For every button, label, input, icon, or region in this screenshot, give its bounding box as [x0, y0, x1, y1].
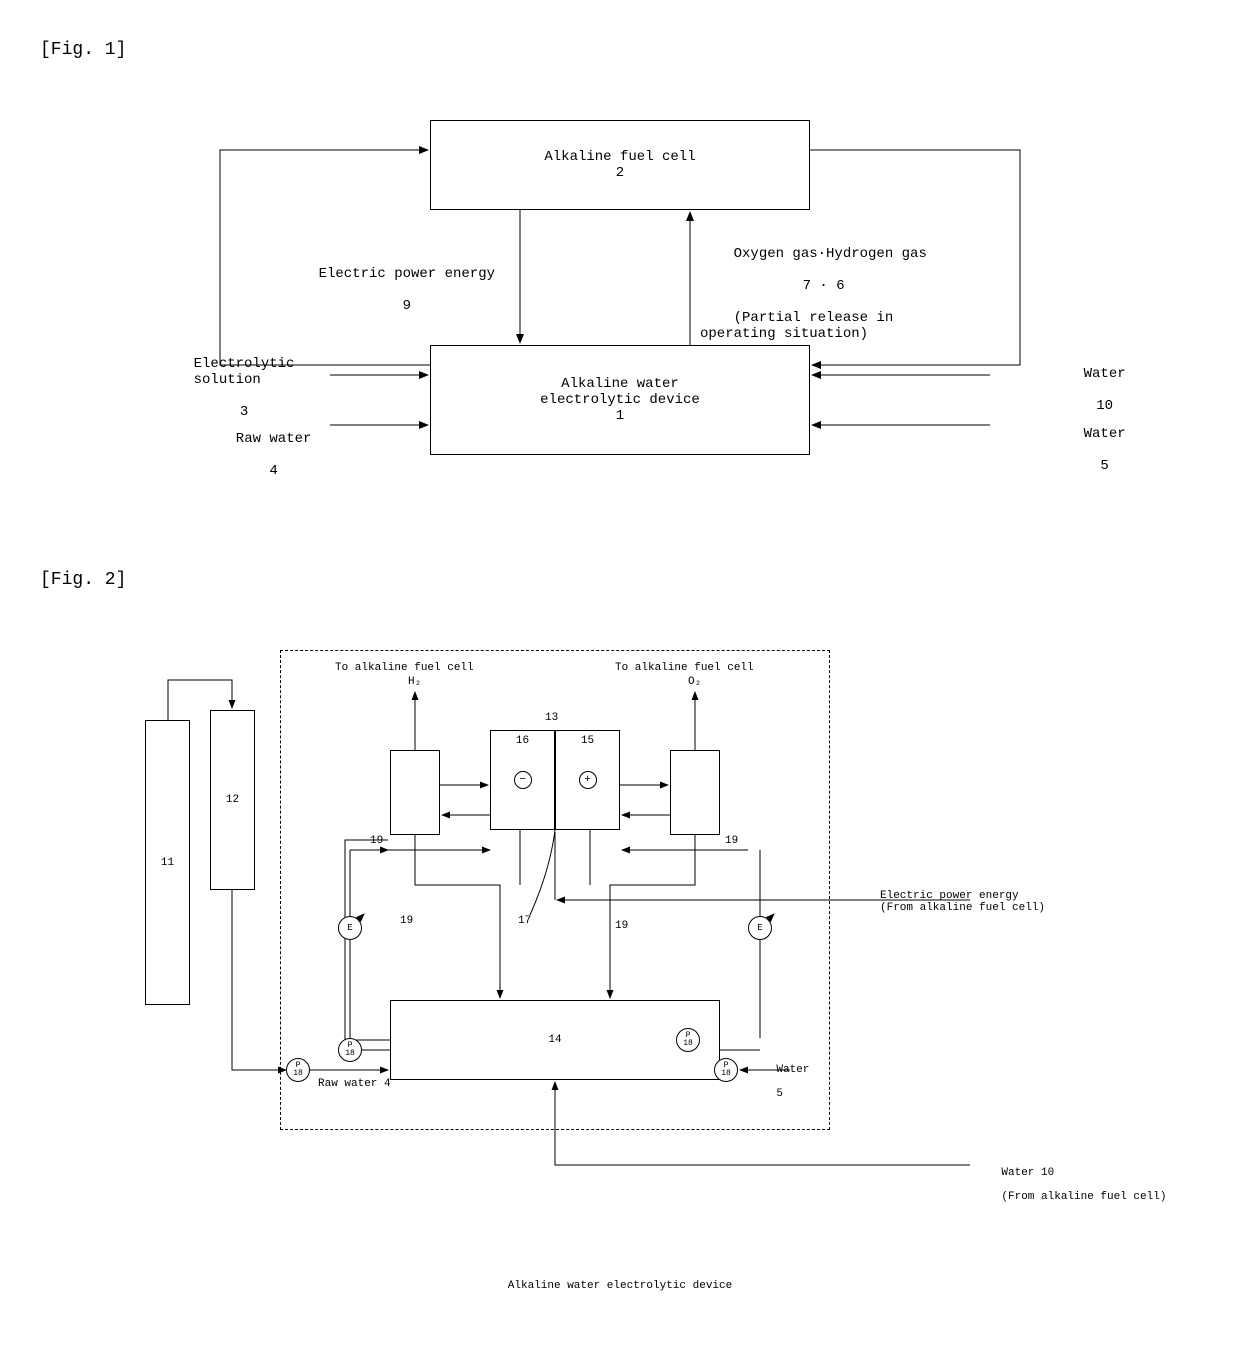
- water-5-label: Water 5: [750, 1052, 809, 1112]
- fig2-caption: Alkaline water electrolytic device: [40, 1280, 1200, 1292]
- electric-power-text: Electric power energy: [319, 266, 495, 282]
- fig2-label: [Fig. 2]: [40, 570, 1200, 590]
- electric-power-num: 9: [403, 298, 411, 314]
- oxy-hyd-note: (Partial release in operating situation): [700, 310, 893, 342]
- water-10-label: Water 10 (From alkaline fuel cell): [975, 1155, 1166, 1215]
- tank-14: 14: [390, 1000, 720, 1080]
- cell15-num: 15: [581, 735, 594, 747]
- elec-sol-text: Electrolytic solution: [194, 356, 295, 388]
- diaphragm-17: 17: [518, 915, 531, 927]
- pump-bottom-left: P 18: [286, 1058, 310, 1082]
- electrolytic-box: Alkaline water electrolytic device 1: [430, 345, 810, 455]
- fig2-diagram: 11 12 16 − 15 + 13 17 14 P 18 P 18 P 18 …: [70, 620, 1170, 1200]
- cell-13-label: 13: [545, 712, 558, 724]
- tank14-label: 14: [548, 1034, 561, 1046]
- pipe19-4: 19: [615, 920, 628, 932]
- separator-right: [670, 750, 720, 835]
- water5-label: Water 5: [1050, 410, 1126, 490]
- water5-text: Water: [1084, 426, 1126, 442]
- pump-18-2: 18: [345, 1050, 355, 1058]
- cell-15: 15 +: [555, 730, 620, 830]
- tank11-label: 11: [161, 857, 174, 869]
- raw-water-4: Raw water 4: [318, 1078, 391, 1090]
- gauge-right: E: [748, 916, 772, 940]
- oxygen-hydrogen-label: Oxygen gas·Hydrogen gas 7 · 6 (Partial r…: [700, 230, 980, 358]
- tank12-label: 12: [226, 794, 239, 806]
- fuel-cell-box: Alkaline fuel cell 2: [430, 120, 810, 210]
- separator-left: [390, 750, 440, 835]
- cell-16: 16 −: [490, 730, 555, 830]
- pipe19-1: 19: [370, 835, 383, 847]
- water5-t: Water: [776, 1064, 809, 1076]
- gauge-e-2: E: [757, 923, 762, 933]
- pump-right-lower: P 18: [714, 1058, 738, 1082]
- electrolytic-text: Alkaline water electrolytic device: [540, 376, 700, 408]
- gauge-left: E: [338, 916, 362, 940]
- pipe19-3: 19: [400, 915, 413, 927]
- electrolytic-num: 1: [616, 408, 624, 424]
- electric-power-anno: Electric power energy (From alkaline fue…: [880, 890, 1045, 914]
- oxy-hyd-num: 7 · 6: [734, 278, 914, 294]
- raw-water-label: Raw water 4: [190, 415, 324, 495]
- fig1-diagram: Alkaline fuel cell 2 Alkaline water elec…: [70, 90, 1170, 490]
- to-fuelcell-o2: To alkaline fuel cell: [615, 662, 754, 674]
- pipe19-2: 19: [725, 835, 738, 847]
- pump-left: P 18: [338, 1038, 362, 1062]
- water10-note: (From alkaline fuel cell): [1001, 1191, 1166, 1203]
- pump-right: P 18: [676, 1028, 700, 1052]
- pump-18-4: 18: [721, 1070, 731, 1078]
- fuel-cell-num: 2: [616, 165, 624, 181]
- gauge-e-1: E: [347, 923, 352, 933]
- fuel-cell-text: Alkaline fuel cell: [544, 149, 695, 165]
- electric-power-label: Electric power energy 9: [265, 250, 515, 330]
- water10-text: Water: [1084, 366, 1126, 382]
- cell16-num: 16: [516, 735, 529, 747]
- minus-icon: −: [514, 771, 532, 789]
- plus-icon: +: [579, 771, 597, 789]
- oxy-hyd-text: Oxygen gas·Hydrogen gas: [734, 246, 927, 262]
- h2-label: H₂: [408, 676, 421, 688]
- pump-18-1: 18: [293, 1070, 303, 1078]
- water10-t: Water 10: [1001, 1167, 1054, 1179]
- raw-water-num: 4: [224, 463, 324, 479]
- pump-18-3: 18: [683, 1040, 693, 1048]
- tank-12: 12: [210, 710, 255, 890]
- raw-water-text: Raw water: [236, 431, 312, 447]
- water5-num: 5: [1100, 458, 1108, 474]
- to-fuelcell-h2: To alkaline fuel cell: [335, 662, 474, 674]
- water5-n: 5: [776, 1088, 783, 1100]
- tank-11: 11: [145, 720, 190, 1005]
- fig1-label: [Fig. 1]: [40, 40, 1200, 60]
- o2-label: O₂: [688, 676, 701, 688]
